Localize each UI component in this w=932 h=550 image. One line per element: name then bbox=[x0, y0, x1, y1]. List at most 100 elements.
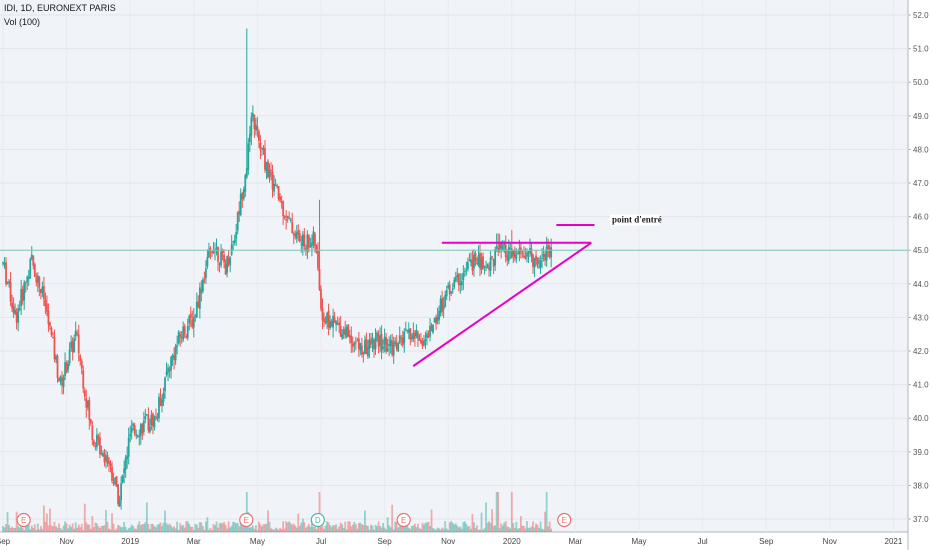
price-tick-label: 46.0 bbox=[913, 213, 929, 222]
candle-body bbox=[421, 340, 424, 346]
candle-body bbox=[165, 371, 168, 376]
volume-bar bbox=[138, 521, 141, 532]
price-tick-label: 51.0 bbox=[913, 45, 929, 54]
volume-bar bbox=[35, 529, 38, 532]
volume-bar bbox=[55, 526, 57, 532]
volume-bar bbox=[170, 525, 172, 532]
marker-circle bbox=[557, 512, 572, 528]
volume-bar bbox=[150, 523, 153, 532]
candle-body bbox=[83, 390, 86, 397]
candle-body bbox=[433, 318, 436, 323]
volume-bar bbox=[544, 511, 547, 532]
volume-bar bbox=[254, 525, 257, 532]
price-tick-label: 40.0 bbox=[913, 414, 929, 423]
volume-bar bbox=[185, 521, 188, 532]
volume-bar bbox=[485, 502, 487, 532]
candle-body bbox=[285, 219, 288, 221]
earnings-marker[interactable]: E bbox=[396, 512, 411, 528]
candle-body bbox=[345, 326, 348, 338]
price-axis-area bbox=[908, 0, 932, 550]
volume-bar bbox=[473, 522, 475, 532]
candle-body bbox=[171, 355, 174, 358]
candle-body bbox=[220, 251, 222, 266]
volume-bar bbox=[459, 526, 462, 532]
volume-bar bbox=[162, 522, 165, 532]
candle-body bbox=[495, 246, 498, 249]
candle-body bbox=[379, 336, 381, 346]
volume-bar bbox=[97, 526, 100, 532]
volume-bar bbox=[103, 525, 106, 532]
volume-bar bbox=[100, 525, 103, 532]
earnings-marker[interactable]: E bbox=[557, 512, 572, 528]
candle-body bbox=[430, 325, 433, 332]
time-tick-label: 2019 bbox=[121, 537, 139, 546]
volume-bar bbox=[23, 529, 26, 532]
volume-bar bbox=[83, 503, 86, 532]
volume-bar bbox=[383, 527, 386, 532]
candle-body bbox=[397, 343, 400, 352]
volume-bar bbox=[463, 521, 466, 532]
volume-bar bbox=[89, 528, 92, 532]
volume-bar bbox=[404, 525, 407, 532]
volume-bar bbox=[76, 527, 79, 532]
candle-body bbox=[164, 377, 166, 392]
candle-body bbox=[391, 340, 394, 355]
volume-bar bbox=[548, 521, 551, 532]
candle-body bbox=[145, 413, 148, 416]
volume-bar bbox=[374, 524, 377, 532]
candle-body bbox=[371, 337, 374, 344]
candle-body bbox=[360, 345, 363, 355]
volume-bar bbox=[376, 526, 378, 532]
volume-bar bbox=[194, 524, 197, 532]
candle-body bbox=[541, 257, 543, 259]
candle-body bbox=[70, 341, 73, 349]
candle-body bbox=[158, 396, 160, 419]
candle-body bbox=[315, 245, 318, 253]
candle-body bbox=[103, 453, 106, 463]
candle-body bbox=[112, 482, 115, 484]
candle-body bbox=[436, 317, 439, 322]
volume-bar bbox=[126, 529, 129, 532]
candle-body bbox=[386, 348, 389, 351]
candle-body bbox=[297, 230, 300, 235]
earnings-marker[interactable]: E bbox=[239, 512, 254, 528]
price-tick-label: 48.0 bbox=[913, 145, 929, 154]
candle-body bbox=[155, 416, 157, 418]
candle-body bbox=[276, 185, 278, 187]
volume-bar bbox=[439, 529, 442, 532]
candle-body bbox=[97, 436, 100, 440]
volume-bar bbox=[258, 521, 260, 532]
earnings-marker[interactable]: E bbox=[16, 512, 31, 528]
volume-bar bbox=[124, 526, 127, 532]
volume-bar bbox=[530, 526, 533, 532]
volume-bar bbox=[242, 522, 245, 532]
candle-body bbox=[82, 370, 85, 389]
volume-bar bbox=[186, 521, 189, 532]
symbol-title: IDI, 1D, EURONEXT PARIS bbox=[4, 3, 116, 13]
candle-body bbox=[370, 340, 372, 345]
candle-body bbox=[483, 265, 486, 267]
volume-bar bbox=[161, 526, 163, 532]
volume-bar bbox=[362, 524, 365, 532]
time-tick-label: Jul bbox=[697, 537, 707, 546]
candle-body bbox=[73, 338, 76, 353]
volume-bar bbox=[26, 521, 29, 532]
volume-bar bbox=[211, 529, 213, 532]
dividend-marker[interactable]: D bbox=[310, 512, 325, 528]
volume-bar bbox=[436, 527, 439, 532]
candle-body bbox=[68, 349, 71, 364]
volume-bar bbox=[407, 527, 410, 532]
candle-body bbox=[342, 329, 345, 335]
volume-bar bbox=[398, 525, 401, 532]
volume-bar bbox=[336, 528, 339, 532]
volume-bar bbox=[114, 529, 116, 532]
volume-bar bbox=[447, 529, 450, 532]
volume-bar bbox=[503, 522, 506, 532]
candle-body bbox=[211, 251, 213, 253]
volume-bar bbox=[59, 527, 62, 532]
volume-bar bbox=[71, 523, 74, 532]
volume-bar bbox=[109, 529, 112, 532]
candle-body bbox=[527, 251, 530, 254]
candle-body bbox=[59, 376, 62, 382]
